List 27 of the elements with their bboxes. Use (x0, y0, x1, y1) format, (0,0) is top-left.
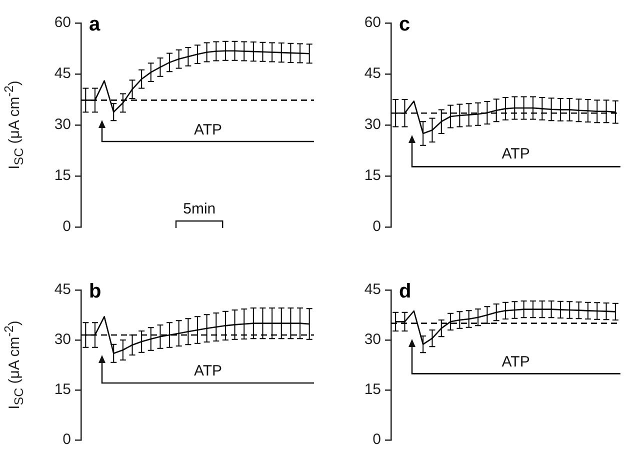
annotation: 5min (183, 200, 216, 218)
y-tick-label: 15 (54, 381, 71, 398)
y-tick-label: 45 (54, 65, 71, 82)
y-tick-label: 45 (364, 281, 381, 298)
chart-title: b (89, 280, 102, 303)
y-tick-label: 30 (364, 331, 381, 348)
y-tick-label: 45 (364, 65, 381, 82)
y-tick-label: 0 (62, 431, 71, 448)
y-tick-label: 60 (364, 14, 381, 32)
y-tick-label: 15 (54, 167, 71, 184)
chart-title: a (89, 14, 101, 36)
y-tick-label: 30 (54, 331, 71, 348)
y-tick-label: 30 (364, 116, 381, 134)
y-tick-label: 0 (372, 218, 381, 236)
annotation: ATP (194, 121, 222, 138)
annotation: ATP (502, 146, 530, 163)
chart-title: c (399, 14, 410, 36)
y-tick-label: 0 (62, 218, 71, 236)
y-tick-label: 15 (364, 167, 381, 184)
annotation: ATP (502, 353, 530, 370)
y-tick-label: 15 (364, 381, 381, 398)
chart-title: d (399, 280, 412, 303)
y-tick-label: 45 (54, 281, 71, 298)
annotation: ATP (194, 362, 222, 380)
y-tick-label: 30 (54, 116, 71, 134)
y-tick-label: 60 (54, 14, 71, 32)
y-tick-label: 0 (372, 431, 381, 448)
